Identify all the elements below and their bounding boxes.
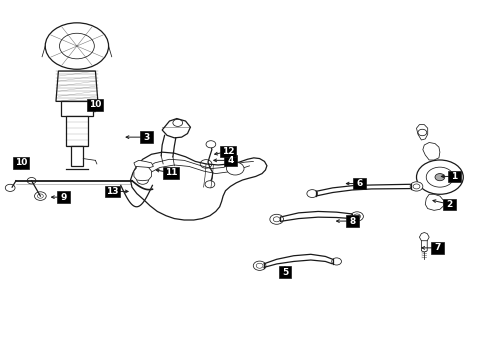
Polygon shape bbox=[419, 233, 429, 241]
Polygon shape bbox=[66, 116, 88, 146]
FancyBboxPatch shape bbox=[443, 199, 456, 210]
Circle shape bbox=[435, 174, 445, 181]
Circle shape bbox=[416, 160, 463, 194]
Circle shape bbox=[205, 181, 215, 188]
Polygon shape bbox=[134, 167, 151, 181]
Circle shape bbox=[27, 177, 36, 184]
FancyBboxPatch shape bbox=[57, 192, 70, 203]
Text: 8: 8 bbox=[349, 217, 355, 226]
Polygon shape bbox=[56, 71, 98, 102]
FancyBboxPatch shape bbox=[220, 146, 236, 157]
FancyBboxPatch shape bbox=[448, 171, 461, 182]
FancyBboxPatch shape bbox=[87, 99, 103, 111]
Circle shape bbox=[410, 182, 423, 191]
Text: 10: 10 bbox=[89, 100, 101, 109]
Polygon shape bbox=[71, 146, 83, 166]
Text: 13: 13 bbox=[106, 187, 119, 196]
FancyBboxPatch shape bbox=[224, 155, 237, 166]
Circle shape bbox=[332, 258, 342, 265]
FancyBboxPatch shape bbox=[346, 215, 359, 227]
FancyBboxPatch shape bbox=[279, 266, 291, 278]
Text: 3: 3 bbox=[144, 132, 150, 141]
Polygon shape bbox=[61, 102, 93, 116]
Text: 1: 1 bbox=[451, 172, 458, 181]
FancyBboxPatch shape bbox=[13, 157, 29, 168]
Text: 4: 4 bbox=[227, 156, 234, 165]
Text: 12: 12 bbox=[221, 147, 234, 156]
Text: 10: 10 bbox=[15, 158, 27, 167]
Polygon shape bbox=[416, 125, 428, 140]
FancyBboxPatch shape bbox=[431, 242, 444, 253]
Circle shape bbox=[34, 192, 46, 201]
Polygon shape bbox=[423, 143, 440, 160]
Circle shape bbox=[270, 214, 284, 224]
Polygon shape bbox=[130, 152, 267, 220]
Circle shape bbox=[226, 162, 244, 175]
Text: 2: 2 bbox=[446, 200, 453, 209]
Text: 6: 6 bbox=[356, 179, 363, 188]
Circle shape bbox=[307, 190, 318, 198]
Circle shape bbox=[351, 212, 364, 221]
Polygon shape bbox=[425, 194, 444, 210]
Polygon shape bbox=[421, 237, 427, 252]
Text: 5: 5 bbox=[282, 268, 288, 277]
FancyBboxPatch shape bbox=[140, 131, 153, 143]
Polygon shape bbox=[162, 118, 191, 138]
Circle shape bbox=[5, 184, 15, 192]
Circle shape bbox=[206, 141, 216, 148]
FancyBboxPatch shape bbox=[353, 178, 366, 189]
Polygon shape bbox=[134, 160, 153, 167]
FancyBboxPatch shape bbox=[105, 186, 120, 197]
Circle shape bbox=[253, 261, 266, 270]
Text: 7: 7 bbox=[434, 243, 441, 252]
Text: 9: 9 bbox=[61, 193, 67, 202]
Text: 11: 11 bbox=[165, 168, 177, 177]
FancyBboxPatch shape bbox=[163, 167, 179, 179]
